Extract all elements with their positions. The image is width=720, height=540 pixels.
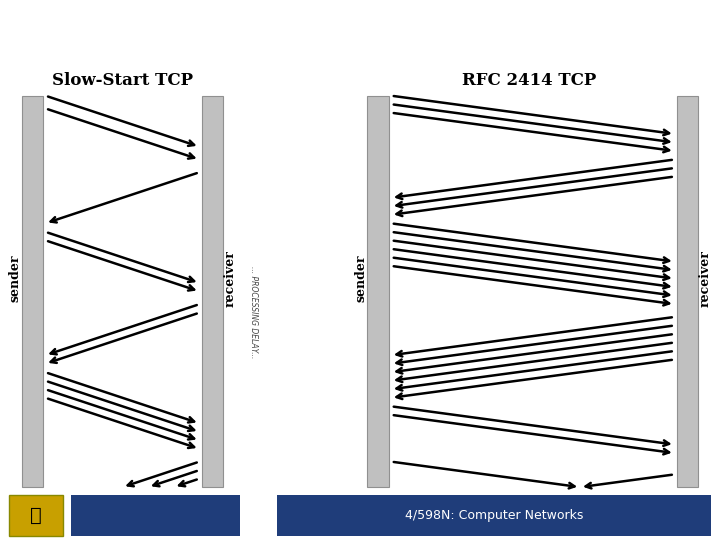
Text: sender: sender	[9, 255, 22, 302]
Bar	[677, 96, 698, 487]
Bar	[367, 96, 389, 487]
Text: RFC 2414 TCP: RFC 2414 TCP	[462, 72, 596, 89]
Bar	[9, 495, 63, 536]
Bar	[22, 96, 43, 487]
Text: Slow-Start TCP: Slow-Start TCP	[52, 72, 193, 89]
Text: sender: sender	[354, 255, 367, 302]
Text: 4/598N: Computer Networks: 4/598N: Computer Networks	[405, 509, 584, 522]
Text: Increasing the Initial Window: Increasing the Initial Window	[153, 21, 567, 45]
Text: 🏛: 🏛	[30, 506, 42, 525]
Text: receiver: receiver	[223, 250, 236, 307]
Bar	[202, 96, 223, 487]
Text: receiver: receiver	[698, 250, 711, 307]
Text: ... PROCESSING DELAY...: ... PROCESSING DELAY...	[249, 267, 258, 359]
Bar	[71, 495, 240, 536]
Bar	[277, 495, 711, 536]
